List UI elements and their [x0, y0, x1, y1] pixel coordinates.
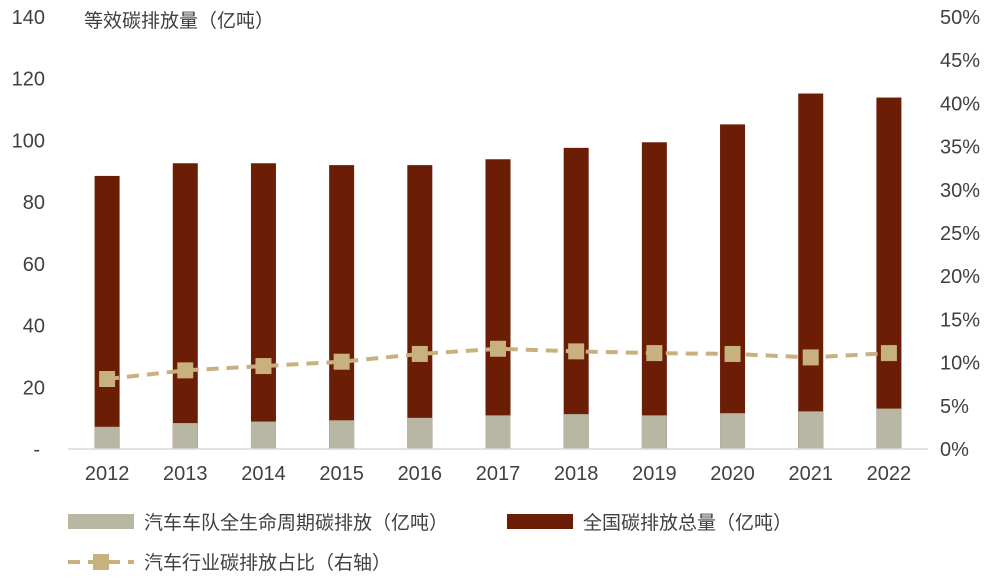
bar-total-2015: [329, 165, 355, 449]
x-axis-ticks: 2012 2013 2014 2015 2016 2017 2018 2019 2020 2021…: [85, 463, 911, 485]
share-point-2021: [802, 349, 819, 366]
bar-total-2017: [485, 159, 511, 449]
legend-marker-share: [93, 554, 109, 570]
x-tick-label: 2013: [163, 463, 208, 485]
bar-total-2013: [172, 163, 198, 449]
bar-auto-fleet-2012: [94, 426, 120, 449]
y-tick-label: 60: [23, 254, 45, 276]
x-tick-label: 2014: [241, 463, 286, 485]
share-point-2012: [99, 371, 116, 388]
x-tick-label: 2016: [398, 463, 443, 485]
x-tick-label: 2017: [476, 463, 521, 485]
legend-swatch-total: [507, 514, 573, 529]
right-y-axis-ticks: 0% 5% 10% 15% 20% 25% 30% 35% 40% 45% 50%: [940, 7, 980, 461]
bar-total-2014: [250, 163, 276, 449]
left-y-axis-ticks: - 20 40 60 80 100 120 140: [12, 7, 45, 461]
bar-auto-fleet-2020: [720, 413, 746, 449]
bar-auto-fleet-2015: [329, 420, 355, 449]
y-tick-label: 80: [23, 192, 45, 214]
legend-label-auto-fleet: 汽车车队全生命周期碳排放（亿吨）: [144, 512, 448, 534]
y2-tick-label: 50%: [940, 7, 980, 29]
bar-auto-fleet-2016: [407, 417, 433, 449]
bar-auto-fleet-2014: [250, 421, 276, 449]
bar-auto-fleet-2013: [172, 423, 198, 449]
legend-item-share: 汽车行业碳排放占比（右轴）: [68, 552, 391, 574]
legend-label-share: 汽车行业碳排放占比（右轴）: [144, 552, 391, 574]
y-axis-unit-label: 等效碳排放量（亿吨）: [84, 10, 274, 32]
y2-tick-label: 15%: [940, 309, 980, 331]
share-point-2014: [255, 358, 272, 375]
share-point-2017: [490, 340, 506, 357]
x-tick-label: 2012: [85, 463, 130, 485]
x-tick-label: 2022: [867, 463, 912, 485]
y-tick-label: 40: [23, 316, 45, 338]
auto-fleet-emission-bars: [94, 408, 902, 449]
share-point-2015: [333, 353, 350, 370]
share-point-2018: [568, 343, 585, 360]
legend-item-total: 全国碳排放总量（亿吨）: [507, 512, 792, 534]
y2-tick-label: 40%: [940, 93, 980, 115]
bar-auto-fleet-2017: [485, 415, 511, 449]
bar-total-2019: [641, 142, 667, 449]
bar-auto-fleet-2018: [563, 414, 589, 449]
y-tick-label: -: [33, 439, 40, 461]
x-tick-label: 2019: [632, 463, 677, 485]
y2-tick-label: 5%: [940, 396, 969, 418]
x-tick-label: 2018: [554, 463, 599, 485]
share-point-2020: [724, 345, 741, 362]
legend: 汽车车队全生命周期碳排放（亿吨） 全国碳排放总量（亿吨） 汽车行业碳排放占比（右…: [68, 512, 792, 574]
x-tick-label: 2021: [788, 463, 833, 485]
bar-total-2016: [407, 165, 433, 449]
x-tick-label: 2015: [319, 463, 364, 485]
share-point-2022: [880, 345, 897, 362]
legend-label-total: 全国碳排放总量（亿吨）: [583, 512, 792, 534]
total-emission-bars: [94, 93, 902, 450]
bar-total-2022: [876, 97, 902, 449]
bar-auto-fleet-2022: [876, 408, 902, 449]
bar-total-2018: [563, 147, 589, 449]
share-point-2019: [646, 345, 663, 362]
y2-tick-label: 30%: [940, 180, 980, 202]
x-tick-label: 2020: [710, 463, 755, 485]
bar-auto-fleet-2019: [641, 415, 667, 449]
y2-tick-label: 45%: [940, 50, 980, 72]
bar-total-2020: [720, 124, 746, 449]
y2-tick-label: 0%: [940, 439, 969, 461]
y2-tick-label: 20%: [940, 266, 980, 288]
y-tick-label: 100: [12, 130, 45, 152]
bar-auto-fleet-2021: [798, 411, 824, 449]
bar-total-2012: [94, 175, 120, 449]
auto-share-line: [99, 340, 897, 388]
y2-tick-label: 10%: [940, 353, 980, 375]
y2-tick-label: 35%: [940, 137, 980, 159]
legend-swatch-auto-fleet: [68, 514, 134, 529]
share-point-2016: [411, 345, 428, 362]
legend-item-auto-fleet: 汽车车队全生命周期碳排放（亿吨）: [68, 512, 448, 534]
y-tick-label: 120: [12, 69, 45, 91]
share-point-2013: [177, 362, 194, 379]
y2-tick-label: 25%: [940, 223, 980, 245]
share-series-line: [106, 346, 890, 382]
bar-total-2021: [798, 93, 824, 450]
y-tick-label: 20: [23, 377, 45, 399]
y-tick-label: 140: [12, 7, 45, 29]
